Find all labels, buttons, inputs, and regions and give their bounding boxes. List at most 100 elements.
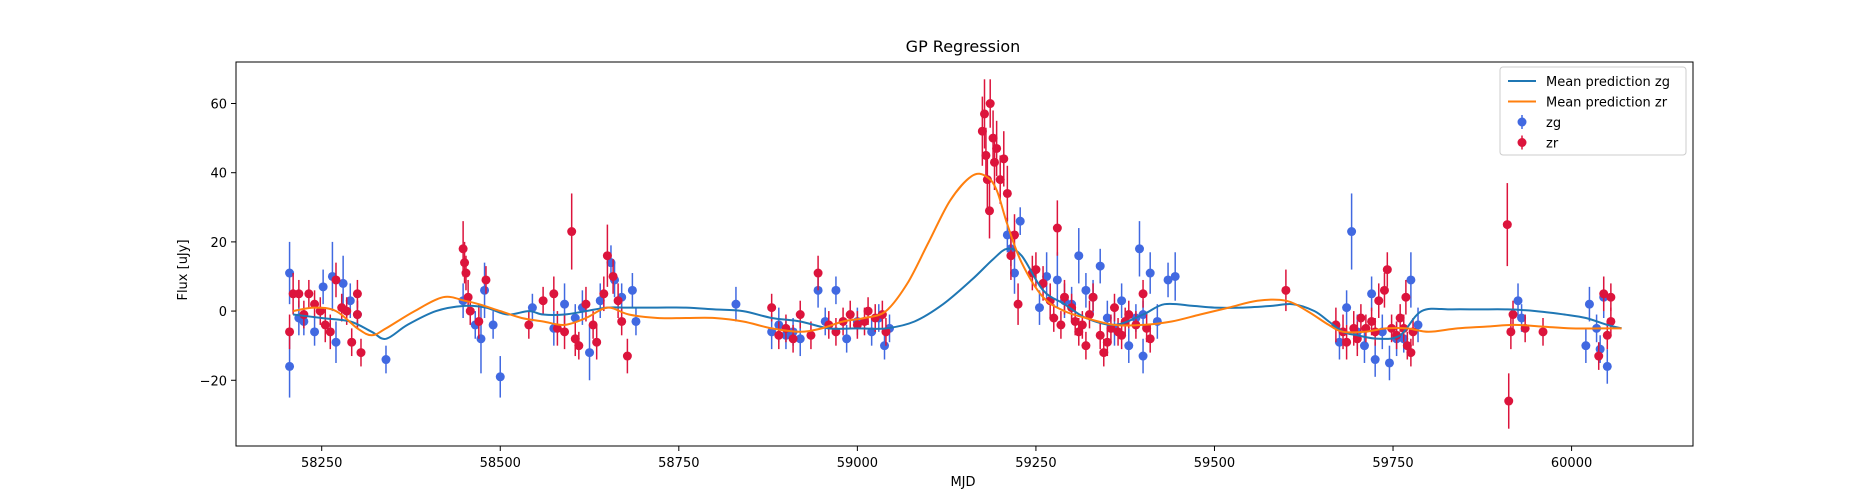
data-point-zr	[1367, 316, 1377, 326]
data-point-zr	[320, 320, 330, 330]
data-point-zr	[1124, 310, 1134, 320]
data-point-zr	[285, 327, 295, 337]
data-point-zr	[1145, 334, 1155, 344]
data-point-zr	[1379, 285, 1389, 295]
data-point-zr	[331, 275, 341, 285]
data-point-zr	[1109, 303, 1119, 313]
y-tick-label: 60	[210, 98, 227, 113]
legend-item-zg-line: Mean prediction zg	[1508, 75, 1670, 90]
data-point-zg	[880, 341, 890, 351]
x-tick-label: 59500	[1194, 456, 1235, 471]
data-point-zr	[852, 320, 862, 330]
legend-label: Mean prediction zg	[1546, 75, 1670, 90]
data-point-zr	[1281, 285, 1291, 295]
data-point-zr	[995, 175, 1005, 185]
data-point-zr	[992, 143, 1002, 153]
data-point-zr	[982, 175, 992, 185]
data-point-zr	[1401, 292, 1411, 302]
legend-point-swatch	[1517, 138, 1527, 147]
data-point-zr	[1099, 348, 1109, 358]
data-point-zg	[1384, 358, 1394, 368]
data-point-zg	[1042, 271, 1052, 281]
data-point-zr	[1599, 289, 1609, 299]
data-point-zr	[1106, 323, 1116, 333]
data-point-zg	[1406, 275, 1416, 285]
data-point-zr	[1052, 223, 1062, 233]
data-point-zg	[488, 320, 498, 330]
data-point-zr	[979, 109, 989, 119]
data-point-zg	[338, 278, 348, 288]
data-point-zr	[347, 337, 357, 347]
y-axis-label: Flux [uJy]	[176, 239, 191, 300]
data-point-zg	[1081, 285, 1091, 295]
data-point-zg	[842, 334, 852, 344]
y-tick-label: 40	[210, 167, 227, 182]
series-zg	[285, 193, 1612, 398]
data-point-zg	[1367, 289, 1377, 299]
data-point-zr	[1006, 251, 1016, 261]
data-point-zr	[538, 296, 548, 306]
data-point-zr	[465, 306, 475, 316]
data-point-zr	[622, 351, 632, 361]
data-point-zg	[1145, 268, 1155, 278]
data-point-zg	[585, 348, 595, 358]
data-point-zg	[1138, 351, 1148, 361]
data-point-zr	[1406, 348, 1416, 358]
data-point-zr	[1049, 313, 1059, 323]
x-tick-label: 58500	[480, 456, 521, 471]
mean-prediction-line-zr	[292, 172, 1622, 337]
data-point-zg	[1513, 296, 1523, 306]
data-point-zr	[592, 337, 602, 347]
data-point-zg	[310, 327, 320, 337]
data-point-zr	[989, 157, 999, 167]
data-point-zr	[788, 334, 798, 344]
data-point-zr	[617, 316, 627, 326]
data-point-zg	[795, 334, 805, 344]
data-point-zr	[985, 99, 995, 109]
data-point-zr	[806, 330, 816, 340]
data-point-zg	[627, 285, 637, 295]
plot-area	[285, 79, 1622, 429]
data-point-zg	[527, 303, 537, 313]
data-point-zr	[613, 296, 623, 306]
data-point-zr	[342, 306, 352, 316]
y-tick-label: 20	[210, 236, 227, 251]
data-point-zr	[1506, 327, 1516, 337]
mean-prediction-line-zg	[292, 247, 1622, 340]
data-point-zg	[1581, 341, 1591, 351]
data-point-zr	[458, 244, 468, 254]
x-tick-label: 60000	[1551, 456, 1592, 471]
legend-label: Mean prediction zr	[1546, 96, 1668, 111]
chart-title: GP Regression	[906, 37, 1021, 56]
y-tick-label: 0	[219, 305, 227, 320]
legend-item-zg-points: zg	[1517, 115, 1561, 131]
data-point-zr	[574, 341, 584, 351]
data-point-zg	[570, 313, 580, 323]
data-point-zr	[1606, 316, 1616, 326]
axes: 58250 58500 58750 59000 59250 59500 59750 60000…	[200, 61, 1694, 471]
data-point-zr	[981, 150, 991, 160]
data-point-zr	[1077, 320, 1087, 330]
data-point-zr	[524, 320, 534, 330]
data-point-zg	[731, 299, 741, 309]
data-point-zr	[774, 330, 784, 340]
data-point-zr	[560, 327, 570, 337]
data-point-zr	[599, 289, 609, 299]
x-tick-label: 58750	[658, 456, 699, 471]
data-point-zg	[1413, 320, 1423, 330]
data-point-zg	[1334, 337, 1344, 347]
data-point-zg	[1584, 299, 1594, 309]
data-point-zr	[845, 310, 855, 320]
data-point-zg	[1347, 227, 1357, 237]
plot-frame	[235, 61, 1694, 447]
data-point-zg	[1102, 313, 1112, 323]
legend-item-zr-line: Mean prediction zr	[1508, 96, 1668, 111]
data-point-zg	[1052, 275, 1062, 285]
data-point-zr	[1594, 351, 1604, 361]
data-point-zg	[480, 285, 490, 295]
x-tick-label: 59750	[1372, 456, 1413, 471]
data-point-zg	[1074, 251, 1084, 261]
data-point-zr	[474, 316, 484, 326]
data-point-zg	[495, 372, 505, 382]
